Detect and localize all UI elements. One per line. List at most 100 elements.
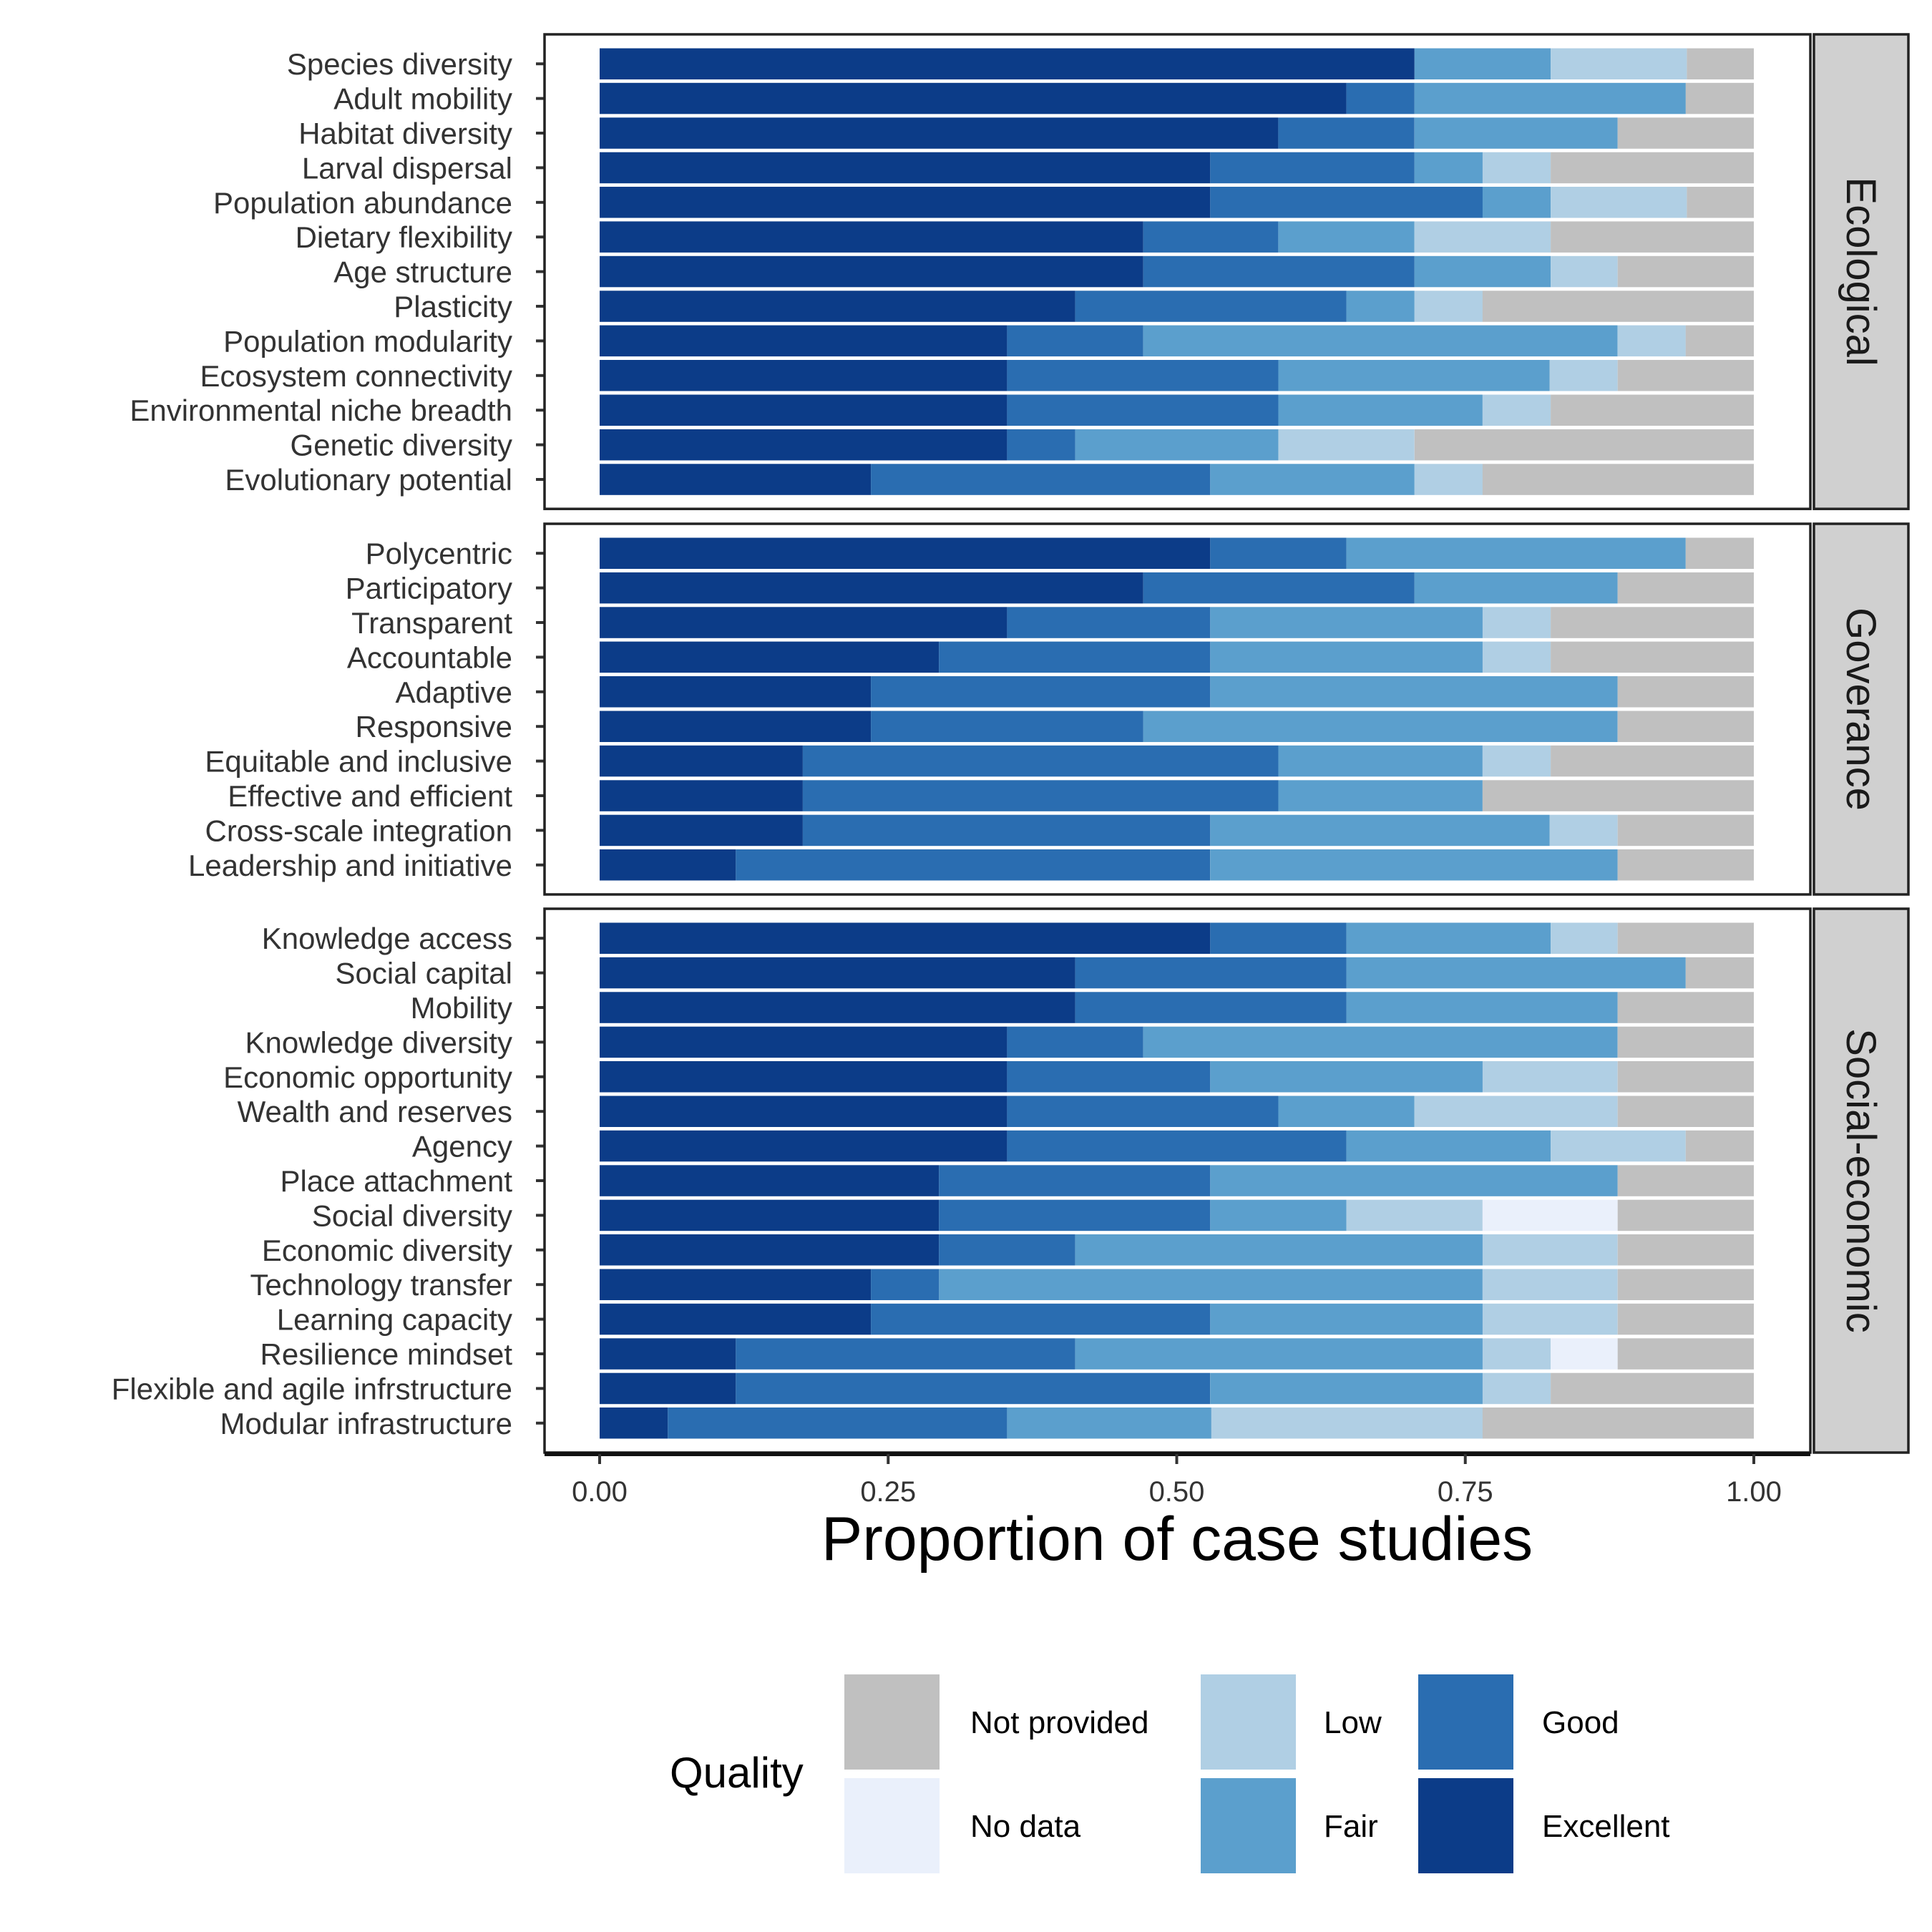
bar-row: Environmental niche breadth [130, 394, 1754, 427]
facet-strip [1813, 907, 1910, 1454]
bar-segment-good [802, 745, 1279, 777]
x-tick-label: 0.25 [860, 1476, 916, 1508]
bar-segment-not-provided [1551, 607, 1754, 638]
bar-segment-excellent [600, 1407, 668, 1439]
bar-segment-low [1482, 1372, 1551, 1405]
bar-segment-fair [1075, 1338, 1483, 1370]
facet-strip-label: Ecological [1838, 177, 1884, 366]
bar-row: Ecosystem connectivity [200, 359, 1754, 393]
bar-segment-excellent [600, 814, 803, 847]
bar-segment-not-provided [1685, 325, 1754, 357]
bar-segment-excellent [600, 1165, 940, 1196]
bar-segment-good [871, 464, 1211, 495]
bar-row: Social capital [336, 957, 1754, 990]
bar-segment-low [1551, 1130, 1686, 1162]
y-tick-label: Population abundance [213, 186, 512, 220]
facet-strip [1813, 522, 1910, 896]
bar-segment-not-provided [1617, 992, 1754, 1023]
legend-title: Quality [670, 1749, 804, 1797]
legend-swatch [1201, 1674, 1296, 1770]
bar-segment-fair [1278, 745, 1483, 777]
y-tick-label: Plasticity [394, 290, 512, 323]
bar-segment-good [939, 1165, 1211, 1196]
bar-row: Evolutionary potential [225, 463, 1754, 497]
bar-segment-low [1414, 291, 1483, 322]
bar-segment-excellent [600, 464, 872, 495]
bar-segment-low [1414, 464, 1483, 495]
bar-segment-low [1482, 394, 1551, 426]
legend-swatch [1201, 1778, 1296, 1873]
bar-segment-good [1075, 291, 1347, 322]
legend: Quality Not provided No data Low Fair Good Ex… [670, 1674, 1670, 1873]
bar-segment-not-provided [1617, 1234, 1754, 1266]
bar-row: Plasticity [394, 290, 1754, 323]
bar-segment-excellent [600, 1269, 872, 1300]
y-tick-label: Modular infrastructure [220, 1407, 513, 1440]
bar-segment-excellent [600, 607, 1008, 638]
bar-segment-fair [1210, 814, 1550, 847]
bar-segment-excellent [600, 152, 1211, 184]
bar-segment-not-provided [1482, 1407, 1754, 1439]
bar-row: Population abundance [213, 186, 1754, 220]
bar-segment-good [1007, 1026, 1143, 1058]
y-tick-label: Polycentric [366, 537, 512, 570]
x-tick-label: 0.50 [1149, 1476, 1205, 1508]
bar-segment-fair [1482, 187, 1551, 218]
y-tick-label: Economic opportunity [223, 1060, 512, 1094]
bar-segment-excellent [600, 1372, 736, 1405]
bar-segment-excellent [600, 711, 872, 742]
bar-segment-not-provided [1551, 221, 1754, 253]
legend-item: Low [1201, 1674, 1382, 1770]
y-tick-label: Flexible and agile infrstructure [112, 1372, 512, 1405]
bar-segment-not-provided [1617, 117, 1754, 149]
bar-segment-excellent [600, 394, 1008, 426]
y-tick-label: Responsive [356, 710, 512, 743]
y-tick-label: Environmental niche breadth [130, 394, 512, 427]
bar-segment-good [1007, 1096, 1279, 1127]
y-tick-label: Adult mobility [333, 82, 512, 116]
bar-row: Effective and efficient [228, 779, 1754, 813]
y-tick-label: Effective and efficient [228, 779, 512, 813]
bar-segment-low [1551, 255, 1618, 288]
x-tick-label: 0.75 [1438, 1476, 1493, 1508]
bar-segment-good [1143, 221, 1279, 253]
bar-segment-fair [1414, 82, 1686, 114]
bar-segment-excellent [600, 1199, 940, 1231]
bar-segment-fair [1346, 1130, 1551, 1162]
bar-segment-excellent [600, 1130, 1008, 1162]
bar-segment-fair [1210, 1061, 1483, 1093]
bar-segment-low [1482, 1269, 1618, 1300]
bar-segment-fair [1210, 1199, 1347, 1231]
bar-segment-excellent [600, 117, 1279, 149]
x-axis-title: Proportion of case studies [821, 1505, 1533, 1574]
bar-row: Age structure [333, 255, 1754, 289]
bar-segment-not-provided [1617, 1165, 1754, 1196]
bar-segment-low [1482, 607, 1551, 638]
bar-row: Species diversity [287, 47, 1754, 81]
bar-segment-fair [1210, 676, 1618, 708]
bar-segment-good [1007, 394, 1279, 426]
bar-row: Modular infrastructure [220, 1407, 1754, 1440]
y-tick-label: Dietary flexibility [296, 220, 512, 254]
bar-segment-good [1007, 607, 1211, 638]
bar-segment-low [1551, 48, 1687, 79]
bar-segment-fair [1210, 1372, 1483, 1405]
bar-row: Transparent [351, 606, 1754, 640]
bar-segment-excellent [600, 48, 1415, 79]
legend-label: No data [970, 1809, 1081, 1844]
y-tick-label: Habitat diversity [298, 117, 512, 150]
y-tick-label: Larval dispersal [302, 151, 512, 185]
bar-segment-good [871, 1303, 1211, 1335]
facet-strip-label: Social-economic [1838, 1028, 1884, 1333]
bar-segment-good [1210, 922, 1347, 954]
bar-row: Accountable [347, 640, 1754, 674]
bar-segment-low [1482, 745, 1551, 777]
bar-row: Place attachment [280, 1164, 1754, 1198]
facet-strip [1813, 33, 1910, 510]
bar-row: Agency [412, 1130, 1754, 1163]
bar-segment-good [802, 814, 1211, 847]
bar-segment-excellent [600, 1061, 1008, 1093]
bar-segment-fair [1075, 429, 1279, 461]
